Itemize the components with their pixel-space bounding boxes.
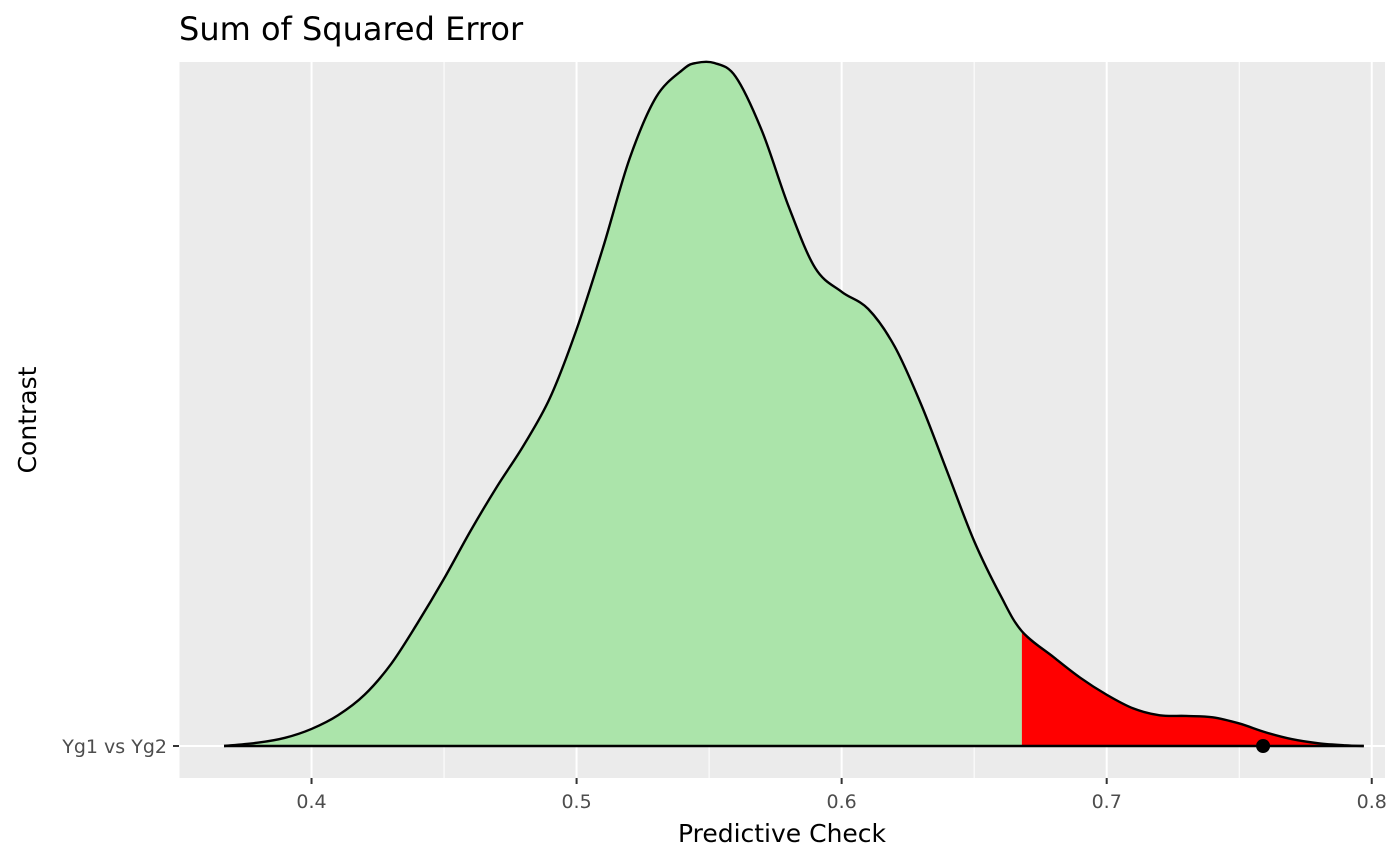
y-tick-label: Yg1 vs Yg2 [61, 736, 167, 758]
y-axis-title: Contrast [13, 366, 42, 473]
x-tick-label: 0.8 [1357, 791, 1387, 813]
x-axis-title: Predictive Check [678, 819, 887, 848]
y-axis: Yg1 vs Yg2 [61, 736, 179, 758]
tail-area [1021, 631, 1364, 746]
x-tick-label: 0.5 [561, 791, 591, 813]
x-tick-label: 0.4 [296, 791, 326, 813]
x-tick-label: 0.6 [827, 791, 857, 813]
chart-title: Sum of Squared Error [179, 10, 524, 48]
observed-point [1256, 739, 1271, 753]
x-axis: 0.4 0.5 0.6 0.7 0.8 [296, 778, 1387, 813]
density-curve [223, 60, 1364, 748]
chart-marks [223, 60, 1364, 753]
density-area [224, 61, 1022, 746]
x-tick-label: 0.7 [1092, 791, 1122, 813]
